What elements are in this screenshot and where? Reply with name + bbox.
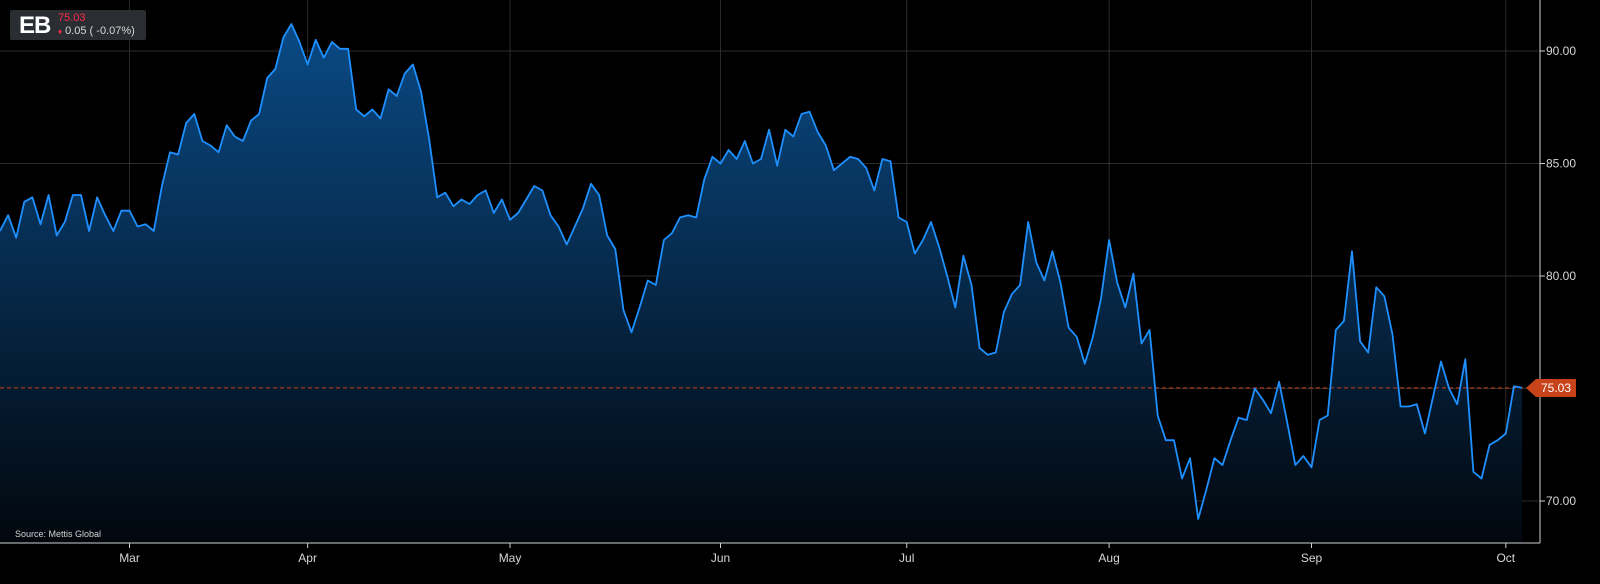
- last-price-tag: 75.03: [1526, 378, 1576, 397]
- x-tick-label: Apr: [298, 551, 317, 565]
- ticker-change: ♦ 0.05 ( -0.07%): [58, 25, 135, 37]
- x-tick-label: Oct: [1496, 551, 1515, 565]
- y-tick-label: 90.00: [1546, 44, 1576, 58]
- ticker-price: 75.03: [58, 12, 86, 24]
- x-tick-label: Jul: [899, 551, 914, 565]
- price-line: [0, 23, 1523, 520]
- y-tick-label: 80.00: [1546, 269, 1576, 283]
- ticker-badge: EB 75.03 ♦ 0.05 ( -0.07%): [10, 10, 146, 40]
- x-axis-ticks: MarAprMayJunJulAugSepOctNov: [119, 543, 1516, 565]
- y-tick-label: 85.00: [1546, 157, 1576, 171]
- ticker-change-value: 0.05 ( -0.07%): [65, 25, 135, 37]
- x-tick-label: Jun: [711, 551, 730, 565]
- down-arrow-icon: ♦: [58, 27, 63, 36]
- y-tick-label: 70.00: [1546, 494, 1576, 508]
- x-tick-label: Sep: [1301, 551, 1323, 565]
- source-label: Source: Mettis Global: [15, 529, 102, 539]
- price-area-fill: [0, 24, 1522, 543]
- x-tick-label: Aug: [1098, 551, 1119, 565]
- x-tick-label: May: [499, 551, 522, 565]
- ticker-symbol: EB: [19, 12, 51, 39]
- x-tick-label: Mar: [119, 551, 140, 565]
